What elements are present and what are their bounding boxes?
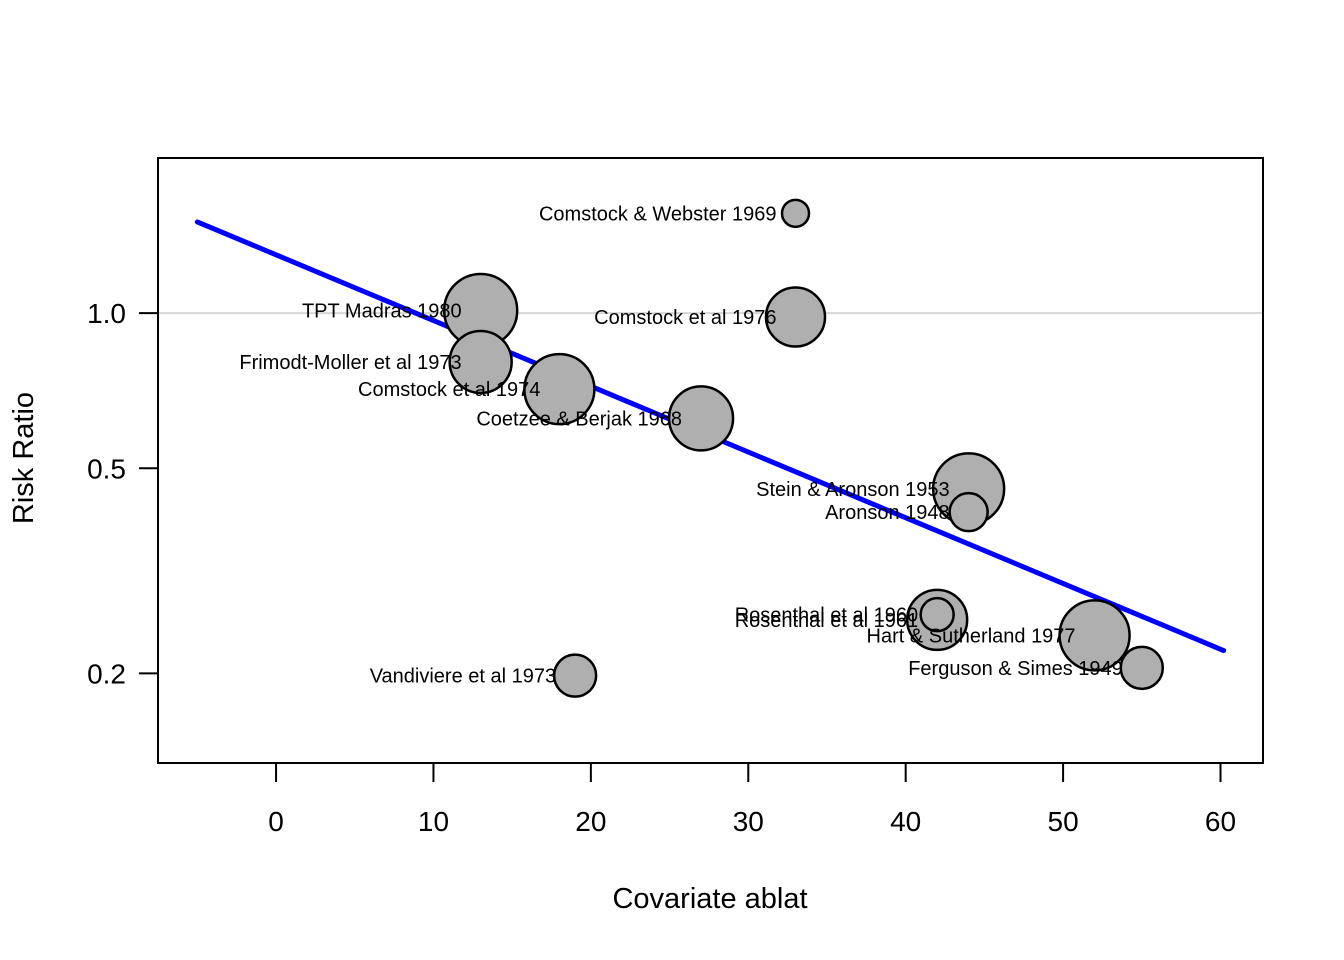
study-label-12: Comstock et al 1976 <box>594 307 776 329</box>
y-tick-label-0.2: 0.2 <box>87 658 126 689</box>
study-bubble-1 <box>1119 645 1165 691</box>
x-axis-title: Covariate ablat <box>612 883 807 915</box>
study-label-11: Comstock & Webster 1969 <box>539 203 777 225</box>
study-bubble-12 <box>764 286 827 348</box>
study-label-3: Hart & Sutherland 1977 <box>867 625 1076 647</box>
study-label-8: Coetzee & Berjak 1968 <box>476 408 682 430</box>
bubble-layer <box>442 198 1165 698</box>
x-tick-label-20: 20 <box>575 806 606 837</box>
study-bubble-6 <box>552 653 598 698</box>
study-label-7: TPT Madras 1980 <box>302 300 462 322</box>
study-label-10: Comstock et al 1974 <box>358 379 540 401</box>
x-tick-label-50: 50 <box>1048 806 1079 837</box>
x-tick-label-60: 60 <box>1205 806 1236 837</box>
study-label-6: Vandiviere et al 1973 <box>370 666 556 688</box>
study-bubble-2 <box>919 596 955 633</box>
study-label-5: Stein & Aronson 1953 <box>756 479 949 501</box>
x-tick-label-40: 40 <box>890 806 921 837</box>
study-label-0: Aronson 1948 <box>825 502 950 524</box>
y-tick-label-0.5: 0.5 <box>87 453 126 484</box>
study-bubble-0 <box>948 491 989 533</box>
study-bubble-11 <box>780 198 811 229</box>
x-tick-label-10: 10 <box>418 806 449 837</box>
y-tick-label-1.0: 1.0 <box>87 298 126 329</box>
study-bubble-10 <box>523 352 596 426</box>
study-label-4: Frimodt-Moller et al 1973 <box>239 352 461 374</box>
study-label-9: Rosenthal et al 1961 <box>735 610 918 632</box>
study-bubble-4 <box>448 329 513 395</box>
axes-layer: 0 10 20 30 40 50 60 1.0 0.5 0.2 <box>87 298 1236 837</box>
study-label-layer: Aronson 1948 Ferguson & Simes 1949 Rosenth… <box>239 203 1122 687</box>
y-axis-title: Risk Ratio <box>8 392 40 524</box>
study-bubble-8 <box>667 385 735 452</box>
study-label-2: Rosenthal et al 1960 <box>735 605 918 627</box>
x-tick-label-0: 0 <box>268 806 284 837</box>
plot-frame <box>157 157 1264 764</box>
study-bubble-3 <box>1058 599 1131 672</box>
study-label-1: Ferguson & Simes 1949 <box>908 658 1123 680</box>
x-tick-label-30: 30 <box>733 806 764 837</box>
